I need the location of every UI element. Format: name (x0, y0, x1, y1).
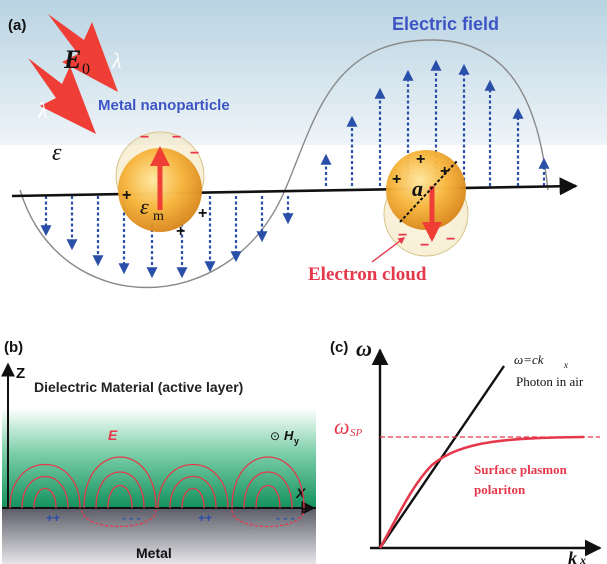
panel-c: (c) ω k x ω=ck x Photon in air ω SP Surf… (330, 336, 602, 564)
field-loop (107, 484, 133, 509)
metal-layer (2, 508, 316, 564)
light-arrow-icon (28, 58, 96, 134)
plus-charge: + (176, 223, 185, 240)
radius-arrow (399, 159, 459, 223)
field-loop (9, 463, 81, 509)
epsilon-m: ε (140, 194, 149, 219)
omega-axis-label: ω (356, 336, 372, 361)
wsp-label: ω SP (334, 414, 363, 439)
plus-charge: + (198, 205, 207, 222)
electron-cloud-label: Electron cloud (308, 264, 427, 285)
field-loop (83, 456, 157, 509)
particle-core-right (386, 150, 466, 230)
nanoparticle-right: a + + + − − − (383, 150, 469, 257)
hy-dot-icon: ⊙ (270, 429, 280, 443)
z-axis-label: Z (16, 365, 25, 382)
hy-subscript: y (294, 436, 299, 446)
field-loop (169, 475, 217, 509)
permittivity-symbol: ε (52, 140, 62, 166)
field-loop (181, 488, 205, 509)
hy-label: H (284, 428, 294, 443)
field-loop-below (231, 509, 305, 528)
magnetic-field-symbol: ⊙ H y (270, 428, 299, 446)
panel-a: (a) λ λ E 0 Metal nanoparticle Electric … (0, 0, 607, 289)
light-line-equation: ω=ck (514, 352, 544, 367)
metal-nanoparticle-label: Metal nanoparticle (98, 97, 230, 114)
charge-minus: - - - (122, 511, 141, 525)
field-arrows-up (320, 59, 550, 186)
field-loop (243, 471, 293, 509)
minus-charge: − (420, 237, 429, 254)
nanoparticle-left: − − − + + + ε m (115, 129, 207, 240)
epsilon-m-subscript: m (153, 209, 164, 224)
e-field-label: E (108, 427, 118, 443)
minus-charge: − (140, 129, 149, 146)
field-loop (231, 456, 305, 509)
propagation-axis (11, 177, 578, 198)
incident-field-symbol: E 0 (63, 45, 90, 78)
plus-charge: + (122, 187, 131, 204)
minus-charge: − (446, 231, 455, 248)
photon-in-air-label: Photon in air (516, 374, 584, 389)
spp-label-line2: polariton (474, 482, 526, 497)
minus-charge: − (172, 129, 181, 146)
spp-dispersion-curve (378, 435, 585, 549)
light-arrow-icon (48, 14, 118, 92)
metal-label: Metal (136, 545, 172, 561)
e-field-loops (9, 456, 305, 528)
plus-charge: + (440, 163, 449, 180)
wsp-symbol: ω (334, 414, 350, 439)
field-loop (95, 471, 145, 509)
sine-wave (19, 39, 549, 289)
field-loop (33, 488, 57, 509)
plus-charge: + (392, 171, 401, 188)
plus-charge: + (416, 151, 425, 168)
e0-symbol: E (63, 45, 81, 74)
field-loop (21, 475, 69, 509)
spp-label-line1: Surface plasmon (474, 462, 568, 477)
charge-plus: ++ (46, 511, 60, 525)
charge-minus: - - - (276, 511, 295, 525)
kx-symbol: k (568, 548, 577, 564)
minus-charge: − (398, 227, 407, 244)
panel-b-label: (b) (4, 339, 23, 356)
kx-subscript: x (579, 553, 586, 564)
panel-a-label: (a) (8, 17, 26, 34)
panel-b: (b) Z X Dielectric Material (active laye… (0, 339, 316, 564)
field-loop (157, 463, 229, 509)
light-line-label: ω=ck x (514, 352, 568, 370)
particle-permittivity-symbol: ε m (140, 194, 164, 224)
light-line-subscript: x (563, 360, 568, 370)
kx-axis-label: k x (568, 548, 586, 564)
charge-plus: ++ (198, 511, 212, 525)
radius-symbol: a (412, 176, 423, 201)
wavelength-symbol: λ (37, 98, 48, 123)
dielectric-label: Dielectric Material (active layer) (34, 379, 243, 395)
e0-subscript: 0 (82, 61, 90, 78)
field-loop (255, 484, 281, 509)
wsp-subscript: SP (350, 427, 363, 439)
electron-cloud-pointer (371, 237, 406, 263)
field-loop-below (81, 509, 157, 528)
wavelength-symbol: λ (111, 48, 122, 73)
panel-c-label: (c) (330, 339, 348, 356)
minus-charge: − (190, 145, 199, 162)
dielectric-layer (2, 408, 316, 508)
electric-field-label: Electric field (392, 14, 499, 34)
